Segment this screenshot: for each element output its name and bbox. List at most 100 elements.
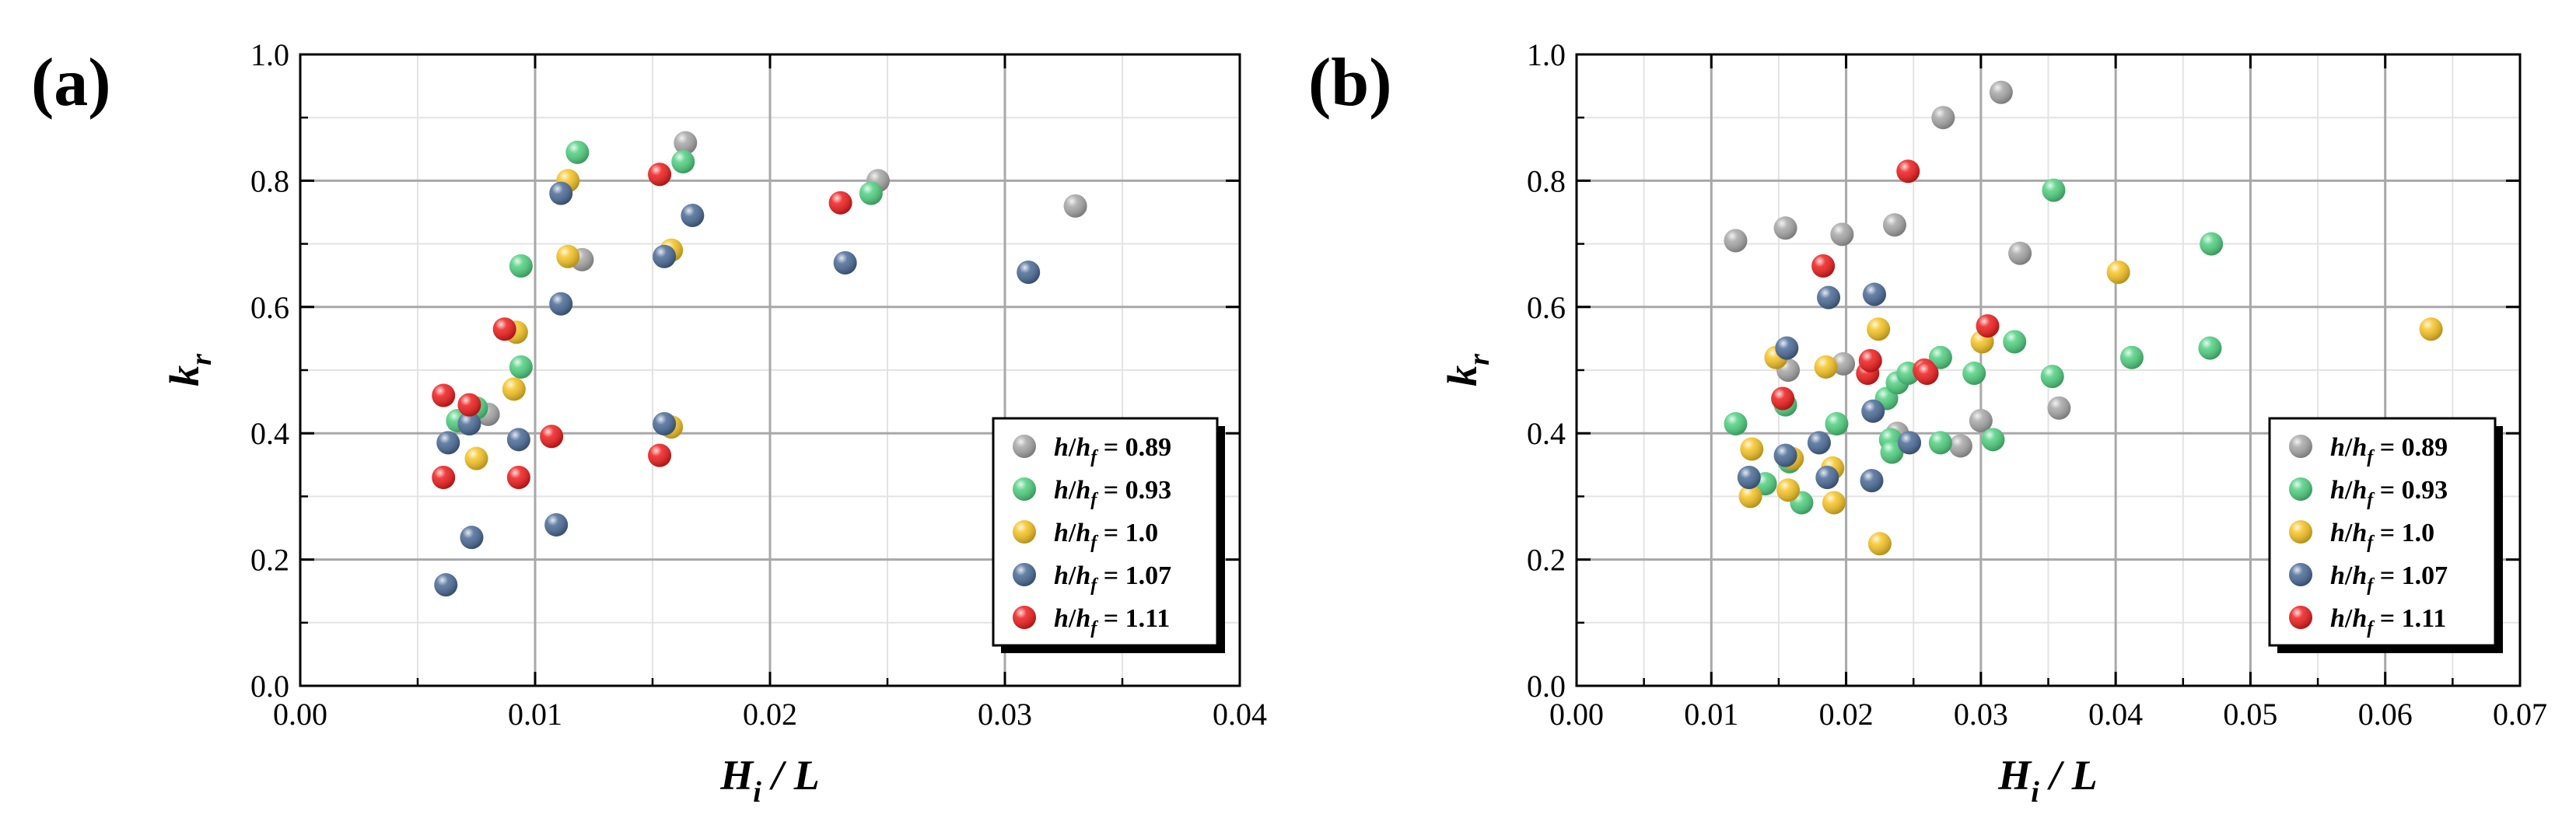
x-axis-label-main: H (1997, 752, 2032, 799)
legend-marker (1013, 477, 1036, 501)
y-tick-label: 0.8 (1527, 163, 1566, 198)
legend-label: h/hf = 1.07 (1054, 561, 1171, 596)
data-point (457, 393, 481, 417)
legend-item: h/hf = 0.89 (2289, 433, 2448, 467)
data-point (1771, 386, 1795, 411)
x-tick-label: 0.01 (508, 697, 562, 732)
y-tick-label: 0.0 (1527, 669, 1566, 704)
data-point (565, 140, 590, 164)
data-point (1773, 443, 1797, 467)
data-point (1976, 314, 2000, 338)
legend-marker (1013, 435, 1036, 458)
panel-a: (a) 0.00 0.01 0.02 0.03 0.04 0.0 0.2 0.4 0.6 0.8… (31, 37, 1267, 809)
data-point (1740, 437, 1764, 461)
data-point (1817, 285, 1841, 309)
legend-items-a: h/hf = 0.89 h/hf = 0.93 h/hf = 1.0 h/hf = 1… (1013, 433, 1171, 638)
legend-item: h/hf = 1.0 (2289, 519, 2434, 553)
legend-item: h/hf = 0.93 (1013, 476, 1171, 510)
x-tick-label: 0.06 (2358, 697, 2413, 732)
data-point (828, 191, 852, 215)
legend-marker (2289, 606, 2312, 629)
x-tick-labels-a: 0.00 0.01 0.02 0.03 0.04 (273, 697, 1267, 732)
y-tick-label: 0.6 (250, 290, 289, 325)
legend-marker (1013, 520, 1036, 544)
data-point (549, 292, 573, 316)
panel-b: (b) 0.00 0.01 0.02 0.03 0.04 0.05 0.06 0.07 0.0… (1308, 37, 2547, 809)
legend-item: h/hf = 1.07 (2289, 561, 2448, 596)
data-point (1822, 491, 1846, 515)
x-axis-label-b: Hi / L (1997, 752, 2098, 809)
legend-items-b: h/hf = 0.89 h/hf = 0.93 h/hf = 1.0 h/hf = 1… (2289, 433, 2448, 638)
y-tick-label: 0.2 (250, 543, 289, 578)
data-point (2008, 241, 2032, 265)
data-point (509, 254, 533, 278)
data-point (2106, 260, 2130, 285)
data-point (1811, 254, 1836, 278)
data-point (1862, 282, 1886, 306)
legend-label: h/hf = 1.11 (1054, 604, 1170, 638)
y-tick-label: 1.0 (250, 37, 289, 72)
data-point (1830, 222, 1854, 246)
y-tick-labels-a: 0.0 0.2 0.4 0.6 0.8 1.0 (250, 37, 289, 704)
legend-label: h/hf = 0.93 (1054, 476, 1171, 510)
legend-item: h/hf = 1.11 (1013, 604, 1170, 638)
x-tick-label: 0.05 (2223, 697, 2277, 732)
data-point (653, 412, 677, 436)
legend-label: h/hf = 0.89 (1054, 433, 1171, 467)
data-point (1724, 229, 1748, 253)
data-point (1896, 159, 1920, 184)
data-point (436, 431, 460, 455)
legend-label: h/hf = 1.11 (2330, 604, 2446, 638)
y-tick-labels-b: 0.0 0.2 0.4 0.6 0.8 1.0 (1527, 37, 1566, 704)
data-point (1915, 362, 1939, 386)
data-point (1962, 362, 1986, 386)
legend-label: h/hf = 0.89 (2330, 433, 2448, 467)
y-axis-label-sub: r (185, 353, 218, 365)
y-tick-label: 0.6 (1527, 290, 1566, 325)
x-axis-label-sub: i (753, 776, 761, 809)
legend-item: h/hf = 0.93 (2289, 476, 2448, 510)
y-axis-label-b: kr (1439, 353, 1496, 386)
data-point (1969, 408, 1993, 432)
data-point (648, 163, 672, 187)
legend-label: h/hf = 0.93 (2330, 476, 2448, 510)
x-axis-label-sub: i (2031, 776, 2039, 809)
data-point (833, 250, 857, 274)
y-tick-label: 1.0 (1527, 37, 1566, 72)
data-point (434, 573, 458, 597)
data-point (1807, 431, 1831, 455)
y-axis-label-sub: r (1463, 353, 1496, 365)
x-tick-labels-b: 0.00 0.01 0.02 0.03 0.04 0.05 0.06 0.07 (1549, 697, 2547, 732)
data-point (2040, 365, 2064, 389)
data-point (1814, 355, 1838, 379)
data-point (464, 446, 488, 470)
data-point (674, 131, 698, 155)
y-axis-label-a: kr (161, 353, 218, 386)
data-point (460, 526, 484, 550)
x-axis-label-a: Hi / L (719, 752, 820, 809)
x-tick-label: 0.00 (1549, 697, 1604, 732)
x-tick-label: 0.03 (1954, 697, 2008, 732)
data-point (1867, 317, 1891, 341)
data-point (1981, 428, 2005, 452)
y-tick-label: 0.4 (1527, 416, 1566, 451)
legend-marker (1013, 606, 1036, 629)
data-point (2042, 178, 2066, 202)
data-point (2003, 330, 2027, 354)
y-tick-label: 0.0 (250, 669, 289, 704)
x-tick-label: 0.07 (2493, 697, 2547, 732)
data-point (457, 412, 481, 436)
data-point (1880, 440, 1904, 464)
data-point (1776, 478, 1801, 502)
panel-letter-a: (a) (31, 45, 111, 121)
data-point (1948, 434, 1972, 458)
data-point (1989, 80, 2013, 104)
data-point (1832, 351, 1856, 376)
data-point (1815, 466, 1839, 490)
data-point (1931, 106, 1955, 130)
x-tick-label: 0.02 (743, 697, 797, 732)
data-point (2119, 345, 2144, 369)
x-axis-label-main: H (719, 752, 754, 799)
legend-a: h/hf = 0.89 h/hf = 0.93 h/hf = 1.0 h/hf = 1… (992, 417, 1225, 653)
